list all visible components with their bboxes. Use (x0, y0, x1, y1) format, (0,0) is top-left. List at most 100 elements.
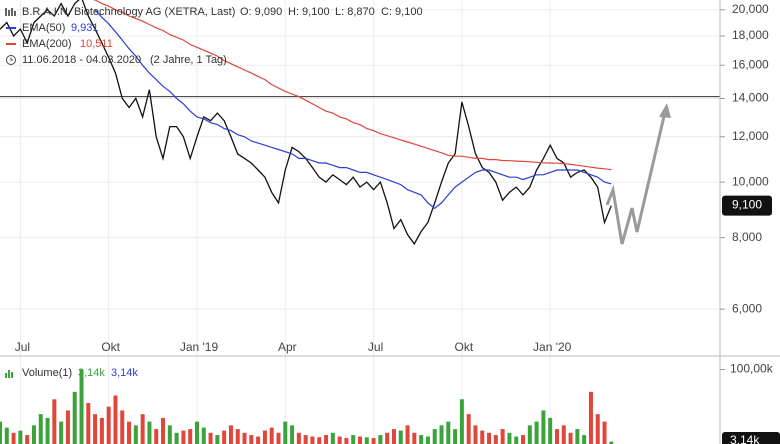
volume-value: 3,14k (78, 367, 105, 379)
volume-bar (99, 417, 104, 444)
quote-open: O: 9,090 (240, 6, 282, 18)
volume-bar (45, 417, 50, 444)
volume-bar (0, 421, 2, 444)
plot (0, 0, 720, 444)
volume-bar (11, 432, 16, 444)
last-volume-label: 3,14k (730, 433, 760, 444)
y-tick-label: 6,000 (732, 301, 762, 315)
volume-bar (609, 441, 614, 444)
forecast-arrow (605, 111, 667, 245)
ohlc-icon (5, 8, 16, 16)
volume-bar (25, 435, 30, 444)
volume-bar (147, 421, 152, 444)
volume-bar (93, 414, 98, 444)
volume-bar (317, 437, 322, 444)
legend-title: B.R.A.I.N. Biotechnology AG (XETRA, Last… (22, 6, 235, 18)
volume-bar (283, 421, 288, 444)
volume-bar (242, 432, 247, 444)
volume-bar (602, 421, 607, 444)
x-tick-label: Apr (278, 340, 297, 354)
volume-bar (79, 369, 84, 444)
ema-line (94, 9, 612, 210)
volume-bar (235, 429, 240, 444)
volume-bar (561, 425, 566, 444)
volume-bar (521, 435, 526, 444)
volume-y-tick-label: 100,00k (730, 362, 774, 376)
clock-hands (10, 57, 13, 61)
volume-bar (439, 425, 444, 444)
volume-bar (38, 414, 43, 444)
volume-bar (351, 435, 356, 444)
volume-bar (194, 421, 199, 444)
x-tick-label: Jul (15, 340, 30, 354)
volume-bar (330, 432, 335, 444)
volume-bar (466, 414, 471, 444)
volume-bar (473, 425, 478, 444)
volume-bar (4, 427, 9, 444)
volume-bar (405, 425, 410, 444)
y-tick-label: 20,000 (732, 2, 769, 16)
ema50-name: EMA(50) (22, 22, 65, 34)
y-tick-label: 8,000 (732, 230, 762, 244)
volume-bar (140, 414, 145, 444)
volume-bar (453, 429, 458, 444)
volume-bar (534, 421, 539, 444)
volume-value-2: 3,14k (111, 367, 138, 379)
volume-bar (201, 427, 206, 444)
volume-bar (215, 435, 220, 444)
volume-bar (487, 432, 492, 444)
volume-bar (174, 432, 179, 444)
price-line (0, 0, 612, 246)
date-range: 11.06.2018 - 04.03.2020 (22, 54, 141, 66)
y-tick-label: 16,000 (732, 57, 769, 71)
volume-bar (228, 425, 233, 444)
ema50-value: 9,931 (71, 22, 99, 34)
range-note: (2 Jahre, 1 Tag) (150, 54, 227, 66)
volume-bar (269, 427, 274, 444)
volume-bar (391, 429, 396, 444)
volume-bar (161, 417, 166, 444)
last-price-tag (722, 195, 772, 216)
y-tick-label: 14,000 (732, 91, 769, 105)
volume-bar (446, 421, 451, 444)
volume-bar (133, 425, 138, 444)
volume-bar (127, 421, 132, 444)
volume-bar (167, 425, 172, 444)
volume-bar (59, 421, 64, 444)
y-tick-label: 18,000 (732, 28, 769, 42)
volume-bar (385, 432, 390, 444)
volume-bar (419, 435, 424, 444)
volume-bar (18, 430, 23, 444)
volume-bar (120, 410, 125, 444)
y-tick-label: 12,000 (732, 129, 769, 143)
volume-bar (588, 391, 593, 444)
quote-low: L: 8,870 (335, 6, 375, 18)
volume-bar (296, 432, 301, 444)
volume-bar (425, 436, 430, 444)
volume-bar (290, 425, 295, 444)
volume-bar (222, 430, 227, 444)
volume-bar (541, 410, 546, 444)
volume-bar (554, 429, 559, 444)
last-price-label: 9,100 (732, 198, 762, 212)
ema200-name: EMA(200) (22, 38, 72, 50)
volume-bar (358, 436, 362, 444)
grid (0, 0, 720, 444)
volume-bar (154, 429, 159, 444)
volume-bar (86, 403, 91, 444)
y-tick-label: 10,000 (732, 174, 769, 188)
volume-bar (65, 410, 70, 444)
volume-bar (113, 395, 118, 444)
ema200-value: 10,511 (80, 38, 113, 50)
volume-bar (72, 391, 77, 444)
volume-bar (364, 437, 369, 444)
volume-bar (493, 435, 498, 444)
volume-bar (249, 435, 254, 444)
x-tick-label: Jan '20 (533, 340, 572, 354)
volume-bar (208, 432, 213, 444)
volume-bar (52, 399, 57, 444)
volume-bar (378, 435, 383, 444)
volume-bar (507, 432, 512, 444)
volume-bar (548, 417, 553, 444)
